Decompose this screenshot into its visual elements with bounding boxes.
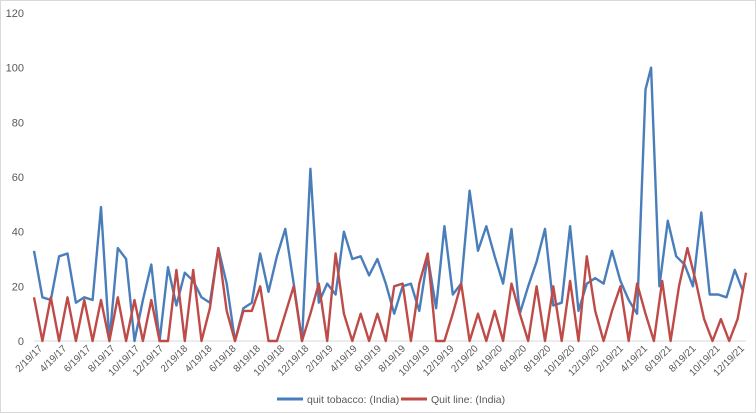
legend-label-quit-tobacco: quit tobacco: (India): [307, 394, 399, 406]
legend-label-quit-line: Quit line: (India): [431, 394, 505, 406]
series-layer: [32, 66, 748, 343]
y-tick-label: 120: [6, 8, 24, 20]
y-tick-label: 60: [12, 172, 24, 184]
y-tick-label: 80: [12, 117, 24, 129]
y-tick-label: 40: [12, 227, 24, 239]
x-axis: 2/19/174/19/176/19/178/19/1710/19/1712/1…: [14, 343, 747, 379]
series-line-quit-tobacco: [32, 66, 745, 343]
series-line-quit-line: [32, 246, 748, 343]
legend: quit tobacco: (India) Quit line: (India): [277, 394, 505, 406]
y-tick-label: 0: [18, 336, 24, 348]
y-axis: 0 20 40 60 80 100 120: [6, 8, 24, 348]
y-tick-label: 20: [12, 281, 24, 293]
y-tick-label: 100: [6, 63, 24, 75]
